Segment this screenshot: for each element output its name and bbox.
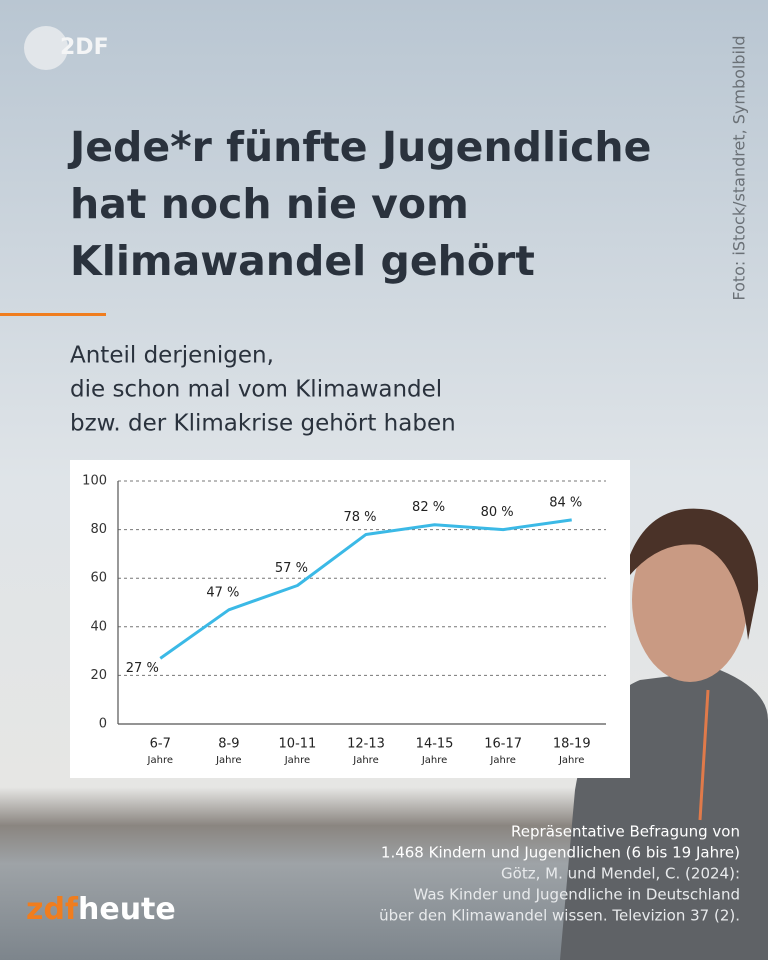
headline: hat noch nie vom (70, 180, 469, 228)
x-tick-unit: Jahre (489, 755, 515, 766)
value-label: 82 % (412, 500, 445, 515)
y-tick-label: 60 (90, 571, 107, 586)
value-label: 27 % (126, 661, 159, 676)
chart: 0 20 40 60 80 100 6-7 Jahre 27 % 8-9 Jahre 47 % 10-1… (82, 474, 606, 766)
value-label: 57 % (275, 561, 308, 576)
accent-line (0, 313, 106, 316)
photo-credit: Foto: iStock/standret, Symbolbild (730, 35, 749, 300)
y-tick-label: 0 (99, 717, 107, 732)
x-tick-unit: Jahre (284, 755, 310, 766)
x-tick-label: 14-15 (416, 737, 454, 752)
source: Repräsentative Befragung von (511, 823, 740, 841)
x-tick-unit: Jahre (215, 755, 241, 766)
x-tick-label: 10-11 (279, 737, 317, 752)
subtitle: bzw. der Klimakrise gehört haben (70, 411, 456, 437)
source: Götz, M. und Mendel, C. (2024): (501, 865, 740, 883)
value-label: 47 % (206, 585, 239, 600)
x-tick-label: 16-17 (484, 737, 522, 752)
x-tick-label: 8-9 (218, 737, 239, 752)
source: 1.468 Kindern und Jugendlichen (6 bis 19… (381, 844, 740, 862)
y-tick-label: 40 (90, 619, 107, 634)
y-tick-label: 100 (82, 474, 107, 489)
chart-panel (70, 460, 630, 778)
value-label: 78 % (343, 510, 376, 525)
subtitle: die schon mal vom Klimawandel (70, 377, 442, 403)
x-tick-unit: Jahre (147, 755, 173, 766)
y-tick-label: 80 (90, 522, 107, 537)
y-tick-label: 20 (90, 668, 107, 683)
x-tick-label: 18-19 (553, 737, 591, 752)
x-tick-unit: Jahre (352, 755, 378, 766)
logo: 2DF (60, 35, 109, 60)
brand-logo: zdfheute (26, 892, 176, 927)
data-line (159, 518, 572, 660)
value-label: 84 % (549, 495, 582, 510)
source: über den Klimawandel wissen. Televizion … (379, 907, 740, 925)
logo-circle (24, 26, 68, 70)
x-tick-label: 12-13 (347, 737, 385, 752)
headline: Klimawandel gehört (70, 237, 535, 285)
brand-zdf: zdf (26, 892, 79, 927)
value-label: 80 % (481, 505, 514, 520)
subtitle: Anteil derjenigen, (70, 343, 274, 369)
x-tick-unit: Jahre (421, 755, 447, 766)
source: Was Kinder und Jugendliche in Deutschlan… (413, 886, 740, 904)
brand-heute: heute (78, 892, 176, 927)
x-tick-label: 6-7 (150, 737, 171, 752)
x-tick-unit: Jahre (558, 755, 584, 766)
headline: Jede*r fünfte Jugendliche (67, 123, 651, 171)
